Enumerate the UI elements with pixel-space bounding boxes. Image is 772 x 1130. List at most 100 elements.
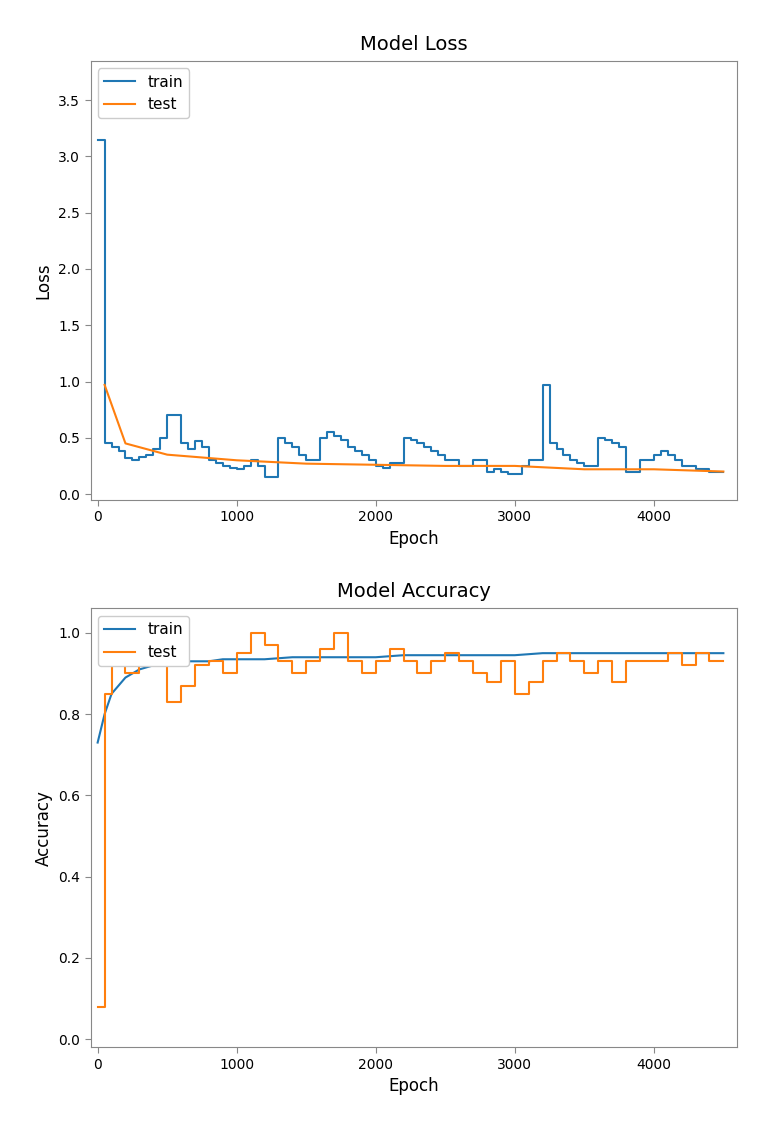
test: [455, 654, 464, 668]
Y-axis label: Accuracy: Accuracy: [35, 790, 52, 866]
test: [316, 642, 325, 655]
test: [371, 458, 381, 471]
Legend: train, test: train, test: [98, 616, 189, 666]
train: [316, 651, 325, 664]
train: [344, 651, 353, 664]
train: [191, 654, 200, 668]
train: [719, 646, 728, 660]
Title: Model Loss: Model Loss: [361, 35, 468, 54]
test: [621, 654, 631, 668]
test: [232, 646, 242, 660]
test: [719, 464, 728, 478]
test: [691, 646, 700, 660]
train: [455, 649, 464, 662]
X-axis label: Epoch: Epoch: [388, 530, 439, 548]
test: [510, 459, 520, 472]
train: [288, 440, 297, 453]
train: [288, 651, 297, 664]
train: [538, 646, 547, 660]
train: [677, 646, 686, 660]
test: [663, 646, 672, 660]
test: [496, 654, 506, 668]
test: [385, 642, 394, 655]
Title: Model Accuracy: Model Accuracy: [337, 582, 491, 601]
train: [420, 440, 429, 453]
train: [135, 662, 144, 676]
test: [121, 667, 130, 680]
test: [93, 1000, 102, 1014]
test: [121, 436, 130, 450]
test: [302, 457, 311, 470]
test: [580, 462, 589, 476]
test: [357, 667, 367, 680]
test: [302, 654, 311, 668]
test: [705, 654, 714, 668]
test: [469, 667, 478, 680]
test: [538, 654, 547, 668]
test: [177, 679, 186, 693]
test: [441, 459, 450, 472]
test: [649, 462, 659, 476]
train: [121, 671, 130, 685]
test: [510, 687, 520, 701]
Legend: train, test: train, test: [98, 69, 189, 119]
train: [295, 447, 304, 461]
test: [205, 654, 214, 668]
test: [413, 667, 422, 680]
test: [371, 654, 381, 668]
Line: test: test: [104, 385, 723, 471]
train: [218, 652, 228, 666]
train: [427, 649, 436, 662]
train: [107, 687, 116, 701]
Line: test: test: [97, 633, 723, 1007]
test: [482, 675, 492, 688]
train: [719, 464, 728, 478]
Line: train: train: [97, 653, 723, 742]
test: [135, 642, 144, 655]
X-axis label: Epoch: Epoch: [388, 1077, 439, 1095]
test: [441, 646, 450, 660]
test: [524, 675, 533, 688]
test: [427, 654, 436, 668]
train: [163, 659, 172, 672]
train: [149, 659, 158, 672]
test: [163, 695, 172, 709]
test: [288, 667, 297, 680]
test: [100, 687, 109, 701]
test: [580, 667, 589, 680]
train: [205, 453, 214, 467]
Y-axis label: Loss: Loss: [35, 262, 52, 298]
train: [337, 433, 346, 446]
test: [191, 659, 200, 672]
train: [260, 652, 269, 666]
train: [371, 651, 381, 664]
test: [274, 654, 283, 668]
test: [649, 654, 659, 668]
test: [163, 447, 172, 461]
test: [100, 379, 109, 392]
train: [621, 646, 631, 660]
train: [566, 646, 575, 660]
train: [482, 649, 492, 662]
train: [177, 654, 186, 668]
test: [594, 654, 603, 668]
test: [719, 654, 728, 668]
train: [594, 646, 603, 660]
train: [399, 649, 408, 662]
Line: train: train: [97, 140, 723, 477]
test: [260, 638, 269, 652]
test: [608, 675, 617, 688]
train: [93, 133, 102, 147]
train: [100, 707, 109, 721]
train: [649, 646, 659, 660]
test: [635, 654, 645, 668]
test: [344, 654, 353, 668]
test: [246, 626, 256, 640]
test: [330, 626, 339, 640]
train: [205, 654, 214, 668]
test: [399, 654, 408, 668]
train: [350, 444, 360, 458]
test: [677, 659, 686, 672]
train: [93, 736, 102, 749]
test: [552, 646, 561, 660]
